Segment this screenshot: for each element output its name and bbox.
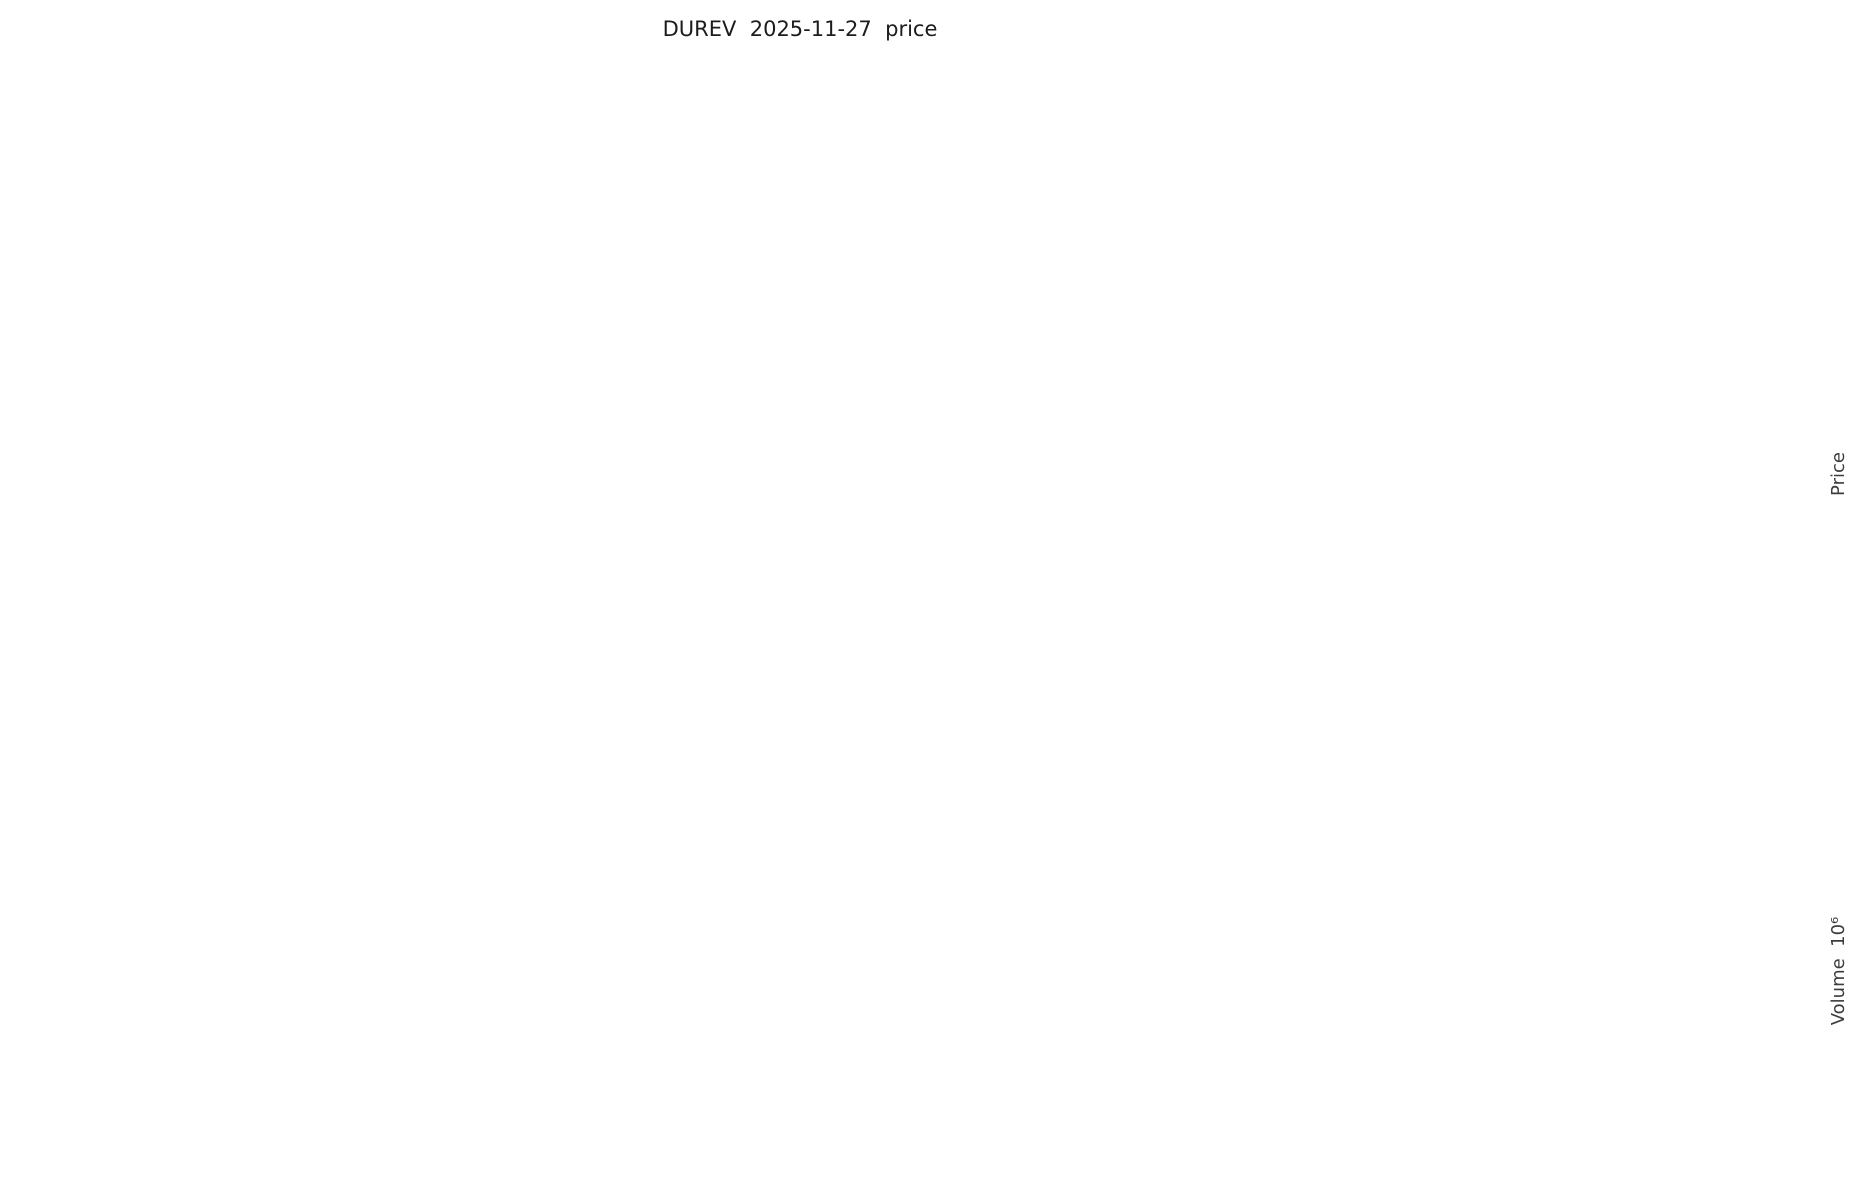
price-axis-title: Price <box>1828 452 1849 496</box>
chart-title: DUREV 2025-11-27 price <box>663 17 938 41</box>
volume-axis-title: Volume 10⁶ <box>1828 917 1849 1026</box>
